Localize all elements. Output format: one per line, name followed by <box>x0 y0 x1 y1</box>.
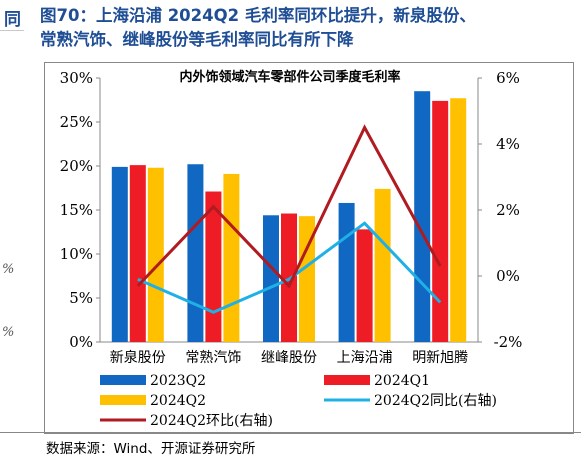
y-tick-label-left: 15% <box>60 201 93 219</box>
chart-frame <box>44 62 574 434</box>
figure-title: 图70：上海沿浦 2024Q2 毛利率同环比提升，新泉股份、 常熟汽饰、继峰股份… <box>40 4 576 52</box>
y-tick-label-left: 5% <box>69 289 93 307</box>
line-2024Q2同比(右轴) <box>137 221 442 314</box>
figure-title-line1: 图70：上海沿浦 2024Q2 毛利率同环比提升，新泉股份、 <box>40 6 476 25</box>
y-tick-label-right: 0% <box>496 267 520 285</box>
bar-2023Q2 <box>263 215 279 342</box>
y-tick-label-right: 2% <box>496 201 520 219</box>
bar-2024Q2 <box>299 216 315 342</box>
figure-title-line2: 常熟汽饰、继峰股份等毛利率同比有所下降 <box>40 30 354 49</box>
category-label: 明新旭腾 <box>412 349 468 366</box>
bar-2023Q2 <box>187 164 204 342</box>
bar-2024Q1 <box>432 100 449 342</box>
category-label: 上海沿浦 <box>337 350 393 366</box>
y-tick-label-left: 0% <box>69 333 93 351</box>
bar-2024Q2 <box>450 98 467 343</box>
y-tick-label-left: 10% <box>60 245 93 263</box>
legend-label: 2024Q2环比(右轴) <box>150 413 273 429</box>
y-tick-label-right: 6% <box>496 69 520 87</box>
footer-rule <box>0 432 581 433</box>
legend-swatch <box>100 375 146 385</box>
y-tick-label-left: 20% <box>60 157 93 175</box>
bar-2024Q2 <box>147 167 164 342</box>
bar-2024Q1 <box>205 191 222 342</box>
bar-2024Q1 <box>129 165 146 342</box>
legend-label: 2023Q2 <box>150 373 206 389</box>
bar-2023Q2 <box>338 202 355 342</box>
left-fragment-text: 同 <box>4 10 21 30</box>
category-label: 新泉股份 <box>110 349 166 366</box>
source-note: 数据来源：Wind、开源证券研究所 <box>46 441 256 457</box>
left-column-fragment: 同 % % <box>0 0 26 459</box>
bar-2024Q1 <box>356 229 373 342</box>
bar-2024Q2 <box>223 173 240 342</box>
lines <box>136 124 442 314</box>
chart-title: 内外饰领域汽车零部件公司季度毛利率 <box>179 69 400 85</box>
left-fragment-mark: % <box>2 262 15 277</box>
bar-2023Q2 <box>414 91 431 342</box>
legend-label: 2024Q2 <box>150 393 206 409</box>
category-label: 继峰股份 <box>261 350 317 366</box>
legend-swatch <box>100 395 146 405</box>
legend-label: 2024Q1 <box>374 373 430 389</box>
bar-2024Q2 <box>374 188 391 342</box>
y-tick-label-left: 25% <box>60 113 93 131</box>
category-label: 常熟汽饰 <box>185 350 241 366</box>
left-fragment-rule <box>0 30 24 31</box>
legend: 2023Q2 2024Q1 2024Q2 2024Q2同比(右轴) 2024Q2环比(右… <box>100 373 497 429</box>
line-2024Q2环比(右轴) <box>136 124 442 289</box>
y-tick-label-left: 30% <box>60 69 93 87</box>
left-fragment-mark: % <box>2 325 15 340</box>
legend-swatch <box>324 375 370 385</box>
legend-label: 2024Q2同比(右轴) <box>374 393 497 409</box>
category-labels: 新泉股份 常熟汽饰 继峰股份 上海沿浦 明新旭腾 <box>110 349 468 366</box>
y-tick-label-right: -2% <box>494 333 523 351</box>
y-tick-label-right: 4% <box>496 135 520 153</box>
bar-2023Q2 <box>111 166 128 342</box>
